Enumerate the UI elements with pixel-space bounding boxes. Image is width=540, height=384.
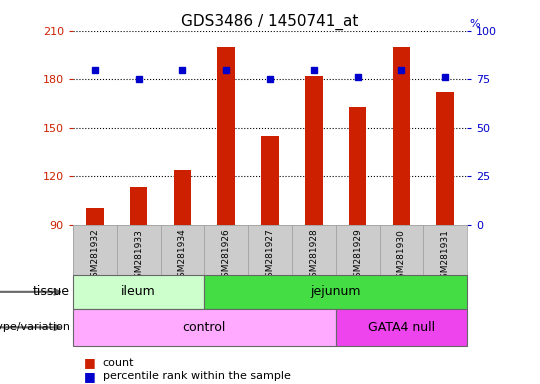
Text: count: count	[103, 358, 134, 368]
Text: GSM281929: GSM281929	[353, 228, 362, 283]
Text: ■: ■	[84, 356, 96, 369]
Bar	[73, 309, 336, 346]
Bar	[336, 309, 467, 346]
Text: percentile rank within the sample: percentile rank within the sample	[103, 371, 291, 381]
Text: tissue: tissue	[33, 285, 70, 298]
Text: GSM281930: GSM281930	[397, 228, 406, 283]
Text: GSM281926: GSM281926	[222, 228, 231, 283]
Text: GSM281934: GSM281934	[178, 228, 187, 283]
Text: ■: ■	[84, 370, 96, 383]
Text: genotype/variation: genotype/variation	[0, 322, 70, 333]
Bar	[204, 275, 467, 309]
Bar	[86, 209, 104, 225]
Text: GSM281928: GSM281928	[309, 228, 318, 283]
Text: %: %	[470, 19, 481, 29]
Bar	[349, 107, 366, 225]
Text: GSM281933: GSM281933	[134, 228, 143, 283]
Text: GATA4 null: GATA4 null	[368, 321, 435, 334]
Text: GSM281931: GSM281931	[441, 228, 450, 283]
Text: control: control	[183, 321, 226, 334]
Bar	[305, 76, 322, 225]
Text: jejunum: jejunum	[310, 285, 361, 298]
Text: GSM281932: GSM281932	[90, 228, 99, 283]
Bar	[130, 187, 147, 225]
Bar	[436, 92, 454, 225]
Bar	[174, 170, 191, 225]
Text: GDS3486 / 1450741_at: GDS3486 / 1450741_at	[181, 13, 359, 30]
Text: ileum: ileum	[121, 285, 156, 298]
Text: GSM281927: GSM281927	[266, 228, 274, 283]
Bar	[261, 136, 279, 225]
Bar	[73, 275, 204, 309]
Bar	[393, 47, 410, 225]
Bar	[218, 47, 235, 225]
